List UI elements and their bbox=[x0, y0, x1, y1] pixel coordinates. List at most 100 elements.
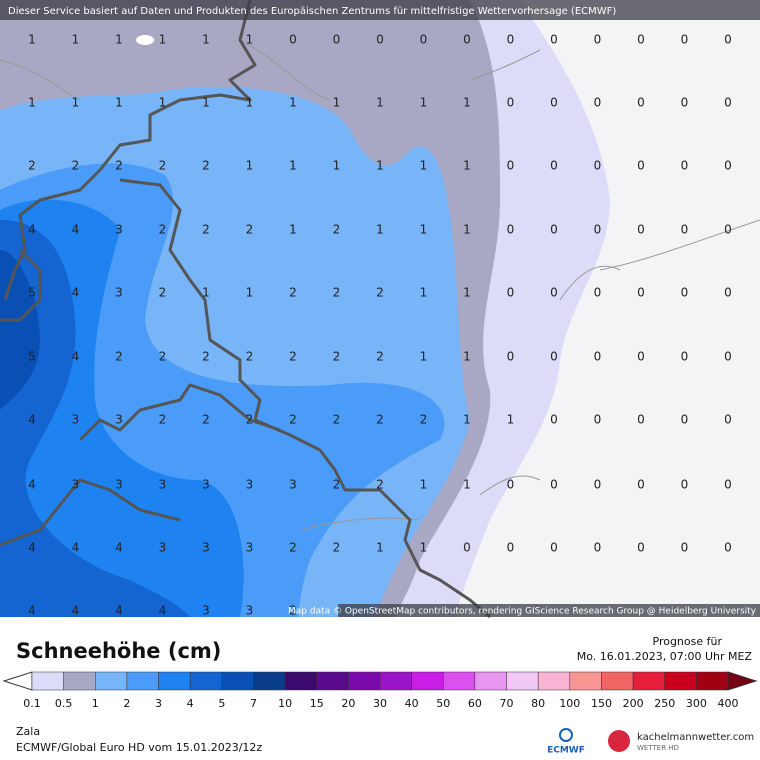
grid-value: 1 bbox=[115, 96, 123, 110]
grid-value: 0 bbox=[333, 33, 341, 47]
grid-value: 1 bbox=[376, 159, 384, 173]
grid-value: 0 bbox=[507, 96, 515, 110]
colorbar-label: 150 bbox=[591, 697, 612, 710]
grid-value: 3 bbox=[159, 478, 167, 492]
grid-value: 2 bbox=[289, 604, 297, 618]
grid-value: 0 bbox=[637, 159, 645, 173]
colorbar-label: 7 bbox=[250, 697, 257, 710]
grid-value: 0 bbox=[420, 33, 428, 47]
grid-value: 0 bbox=[724, 33, 732, 47]
colorbar-label: 3 bbox=[155, 697, 162, 710]
grid-value: 0 bbox=[594, 413, 602, 427]
grid-value: 0 bbox=[550, 413, 558, 427]
colorbar-swatch bbox=[411, 671, 444, 691]
grid-value: 2 bbox=[202, 350, 210, 364]
grid-value: 0 bbox=[724, 286, 732, 300]
grid-value: 1 bbox=[463, 413, 471, 427]
colorbar-swatch bbox=[221, 671, 254, 691]
grid-value: 1 bbox=[420, 286, 428, 300]
grid-value: 2 bbox=[202, 413, 210, 427]
colorbar-label: 15 bbox=[310, 697, 324, 710]
grid-value: 2 bbox=[376, 286, 384, 300]
border-south bbox=[119, 178, 491, 619]
legend-title: Schneehöhe (cm) bbox=[16, 639, 221, 663]
grid-value: 1 bbox=[246, 286, 254, 300]
colorbar-swatch bbox=[189, 671, 223, 691]
colorbar-label: 10 bbox=[278, 697, 292, 710]
colorbar-label: 80 bbox=[531, 697, 545, 710]
grid-value: 0 bbox=[594, 350, 602, 364]
grid-value: 0 bbox=[724, 159, 732, 173]
grid-value: 0 bbox=[724, 413, 732, 427]
grid-value: 2 bbox=[289, 350, 297, 364]
grid-value: 1 bbox=[115, 33, 123, 47]
grid-value: 0 bbox=[681, 96, 689, 110]
snow-4 bbox=[0, 220, 190, 617]
grid-value: 1 bbox=[420, 541, 428, 555]
grid-value: 0 bbox=[681, 159, 689, 173]
grid-value: 2 bbox=[159, 159, 167, 173]
grid-value: 0 bbox=[594, 159, 602, 173]
grid-value: 0 bbox=[550, 33, 558, 47]
colorbar-label: 50 bbox=[436, 697, 450, 710]
attribution: Map data © OpenStreetMap contributors, r… bbox=[288, 607, 757, 617]
grid-value: 0 bbox=[637, 286, 645, 300]
grid-value: 3 bbox=[289, 478, 297, 492]
grid-value: 4 bbox=[72, 223, 80, 237]
grid-value: 0 bbox=[550, 159, 558, 173]
colorbar-swatch bbox=[253, 671, 286, 691]
border-county bbox=[0, 383, 281, 547]
site-tagline: WETTER HD bbox=[637, 744, 679, 752]
grid-value: 2 bbox=[115, 350, 123, 364]
grid-value: 3 bbox=[72, 478, 80, 492]
grid-value: 1 bbox=[463, 223, 471, 237]
grid-value: 0 bbox=[594, 541, 602, 555]
grid-value: 0 bbox=[507, 223, 515, 237]
grid-value: 1 bbox=[289, 223, 297, 237]
grid-value: 1 bbox=[28, 96, 36, 110]
grid-value: 0 bbox=[507, 286, 515, 300]
grid-value: 2 bbox=[202, 159, 210, 173]
colorbar-label: 0.5 bbox=[55, 697, 73, 710]
grid-value: 1 bbox=[246, 96, 254, 110]
colorbar-swatch bbox=[284, 671, 317, 691]
grid-value: 4 bbox=[28, 604, 36, 618]
grid-value: 2 bbox=[289, 413, 297, 427]
grid-value: 0 bbox=[637, 541, 645, 555]
colorbar-label: 5 bbox=[218, 697, 225, 710]
grid-value: 0 bbox=[507, 350, 515, 364]
colorbar-swatch bbox=[95, 671, 128, 691]
grid-value: 1 bbox=[420, 223, 428, 237]
grid-value: 1 bbox=[376, 541, 384, 555]
colorbar-label: 100 bbox=[559, 697, 580, 710]
grid-value: 0 bbox=[637, 33, 645, 47]
grid-value: 1 bbox=[202, 96, 210, 110]
grid-value: 0 bbox=[637, 478, 645, 492]
grid-value: 2 bbox=[115, 159, 123, 173]
grid-value: 0 bbox=[724, 96, 732, 110]
grid-value: 3 bbox=[115, 286, 123, 300]
grid-value: 1 bbox=[246, 33, 254, 47]
grid-value: 0 bbox=[681, 478, 689, 492]
grid-value: 1 bbox=[202, 33, 210, 47]
colorbar-label: 200 bbox=[623, 697, 644, 710]
grid-value: 0 bbox=[681, 286, 689, 300]
colorbar-swatch bbox=[126, 671, 159, 691]
grid-value: 4 bbox=[115, 604, 123, 618]
grid-value: 2 bbox=[333, 223, 341, 237]
attribution-bar bbox=[338, 604, 760, 617]
colorbar-swatch bbox=[632, 671, 665, 691]
grid-value: 2 bbox=[246, 413, 254, 427]
grid-value: 0 bbox=[724, 478, 732, 492]
grid-value: 1 bbox=[289, 159, 297, 173]
grid-value: 0 bbox=[681, 33, 689, 47]
colorbar-under bbox=[2, 671, 33, 691]
grid-value: 4 bbox=[115, 541, 123, 555]
grid-value: 0 bbox=[637, 413, 645, 427]
grid-value: 0 bbox=[637, 350, 645, 364]
grid-value: 2 bbox=[333, 541, 341, 555]
colorbar-swatch bbox=[506, 671, 539, 691]
header-notice: Dieser Service basiert auf Daten und Pro… bbox=[8, 6, 616, 17]
colorbar-label: 40 bbox=[405, 697, 419, 710]
grid-value: 0 bbox=[550, 478, 558, 492]
